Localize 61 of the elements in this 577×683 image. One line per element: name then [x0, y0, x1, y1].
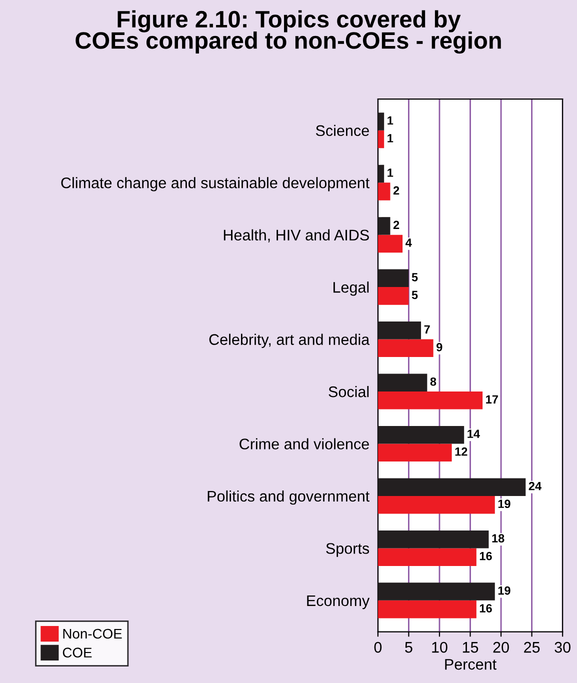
x-tick-label: 10 [432, 642, 448, 653]
bar [378, 530, 489, 548]
bar [378, 582, 495, 600]
bar [378, 234, 403, 253]
bar [378, 130, 384, 148]
data-label: 18 [492, 534, 504, 542]
bar [378, 478, 526, 496]
y-tick-label: Economy [307, 595, 370, 610]
data-label: 12 [455, 447, 468, 456]
data-label: 16 [480, 552, 492, 560]
bar [378, 339, 434, 358]
y-tick-label: Sports [326, 543, 370, 557]
bar [378, 164, 384, 183]
bar [378, 496, 495, 514]
bar [378, 426, 464, 444]
data-label: 1 [388, 134, 394, 142]
x-tick-label: 20 [493, 642, 509, 653]
y-tick-label: Legal [333, 282, 369, 296]
x-tick-label: 0 [374, 642, 382, 653]
y-tick-label: Politics and government [208, 490, 370, 505]
bar [378, 374, 428, 392]
data-label: 2 [393, 220, 400, 230]
bar [378, 182, 390, 200]
x-tick-label: 5 [405, 642, 412, 653]
data-label: 4 [406, 238, 412, 247]
bar [378, 269, 409, 288]
legend-label: Non-COE [63, 628, 122, 639]
data-label: 2 [393, 186, 400, 195]
data-label: 5 [412, 290, 418, 300]
bar [378, 217, 390, 235]
data-label: 16 [480, 604, 492, 612]
data-label: 19 [498, 500, 510, 508]
data-label: 19 [498, 586, 510, 595]
x-axis-title: Percent [445, 659, 496, 670]
bar [378, 322, 422, 340]
y-tick-label: Health, HIV and AIDS [224, 229, 369, 242]
bar [378, 600, 476, 618]
data-label: 1 [388, 116, 394, 125]
chart-title: Figure 2.10: Topics covered by COEs compared to non-COEs - region [76, 10, 501, 54]
data-label: 1 [388, 168, 394, 177]
data-label: 7 [424, 325, 430, 334]
data-label: 8 [430, 377, 436, 386]
bar [378, 548, 476, 566]
bar [378, 287, 409, 305]
y-tick-label: Social [328, 386, 369, 398]
data-label: 14 [468, 430, 480, 438]
y-tick-label: Crime and violence [240, 438, 369, 450]
data-label: 17 [486, 395, 498, 404]
data-label: 9 [436, 342, 442, 352]
x-tick-label: 25 [524, 642, 540, 653]
bar [378, 112, 384, 130]
data-label: 24 [528, 482, 542, 490]
legend-label: COE [62, 648, 92, 658]
bar [378, 392, 483, 410]
data-label: 5 [412, 273, 418, 282]
bar [378, 444, 452, 462]
x-tick-label: 30 [554, 642, 570, 653]
y-tick-label: Climate change and sustainable development [61, 177, 370, 192]
y-tick-label: Science [316, 124, 369, 136]
x-tick-label: 15 [462, 642, 478, 653]
y-tick-label: Celebrity, art and media [209, 334, 370, 348]
